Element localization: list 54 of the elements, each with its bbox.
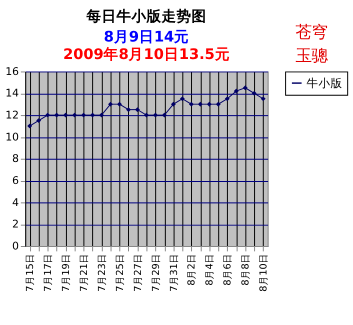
x-tick-label: 8月8日 [240, 253, 252, 286]
x-tick-label: 8月6日 [222, 253, 234, 286]
y-tick-label: 4 [12, 196, 20, 209]
y-tick-label: 6 [12, 174, 20, 187]
point [126, 107, 131, 112]
point [188, 102, 194, 107]
x-tick-label: 7月29日 [150, 253, 162, 292]
point [117, 102, 122, 107]
point [135, 107, 140, 112]
y-tick-label: 0 [12, 239, 20, 252]
point [45, 112, 50, 118]
point [252, 90, 257, 96]
chart-title: 每日牛小版走势图 [85, 8, 206, 26]
y-tick-label: 2 [12, 218, 19, 231]
point [99, 112, 104, 118]
x-tick-label: 7月27日 [132, 253, 144, 292]
x-tick-label: 7月21日 [78, 253, 90, 292]
point [180, 96, 185, 102]
x-tick-label: 7月17日 [43, 253, 54, 292]
point [54, 112, 60, 118]
point [27, 124, 32, 128]
x-tick-label: 7月15日 [25, 253, 36, 292]
point [90, 112, 95, 118]
x-tick-label: 7月23日 [96, 253, 108, 292]
point [198, 102, 203, 107]
y-tick-label: 12 [5, 108, 19, 122]
x-tick-label: 8月2日 [186, 253, 198, 286]
point [216, 102, 221, 107]
point [108, 102, 113, 107]
point [242, 85, 248, 90]
y-tick-label: 8 [12, 152, 20, 166]
point [170, 102, 176, 107]
y-tick-label: 16 [5, 64, 20, 78]
x-tick-label: 7月25日 [114, 253, 126, 292]
x-tick-label: 7月31日 [168, 253, 180, 292]
y-tick-label: 10 [5, 130, 20, 144]
point [144, 112, 149, 118]
point [162, 112, 167, 118]
legend-label: 牛小版 [306, 76, 342, 90]
text: 苍穹 [295, 22, 328, 42]
point [206, 102, 212, 107]
x-tick-label: 8月10日 [258, 253, 270, 292]
point [81, 112, 86, 118]
point [63, 112, 68, 118]
x-tick-label: 8月4日 [204, 253, 216, 286]
y-tick-label: 14 [5, 86, 20, 100]
point [234, 88, 239, 94]
point [260, 96, 266, 102]
point [72, 112, 78, 118]
text: 玉骢 [295, 46, 328, 65]
chart-subtitle: 8月9日14元 2009年8月10日13.5元 [63, 28, 230, 63]
point [152, 112, 158, 118]
point [36, 118, 42, 123]
x-tick-label: 7月19日 [61, 253, 72, 292]
